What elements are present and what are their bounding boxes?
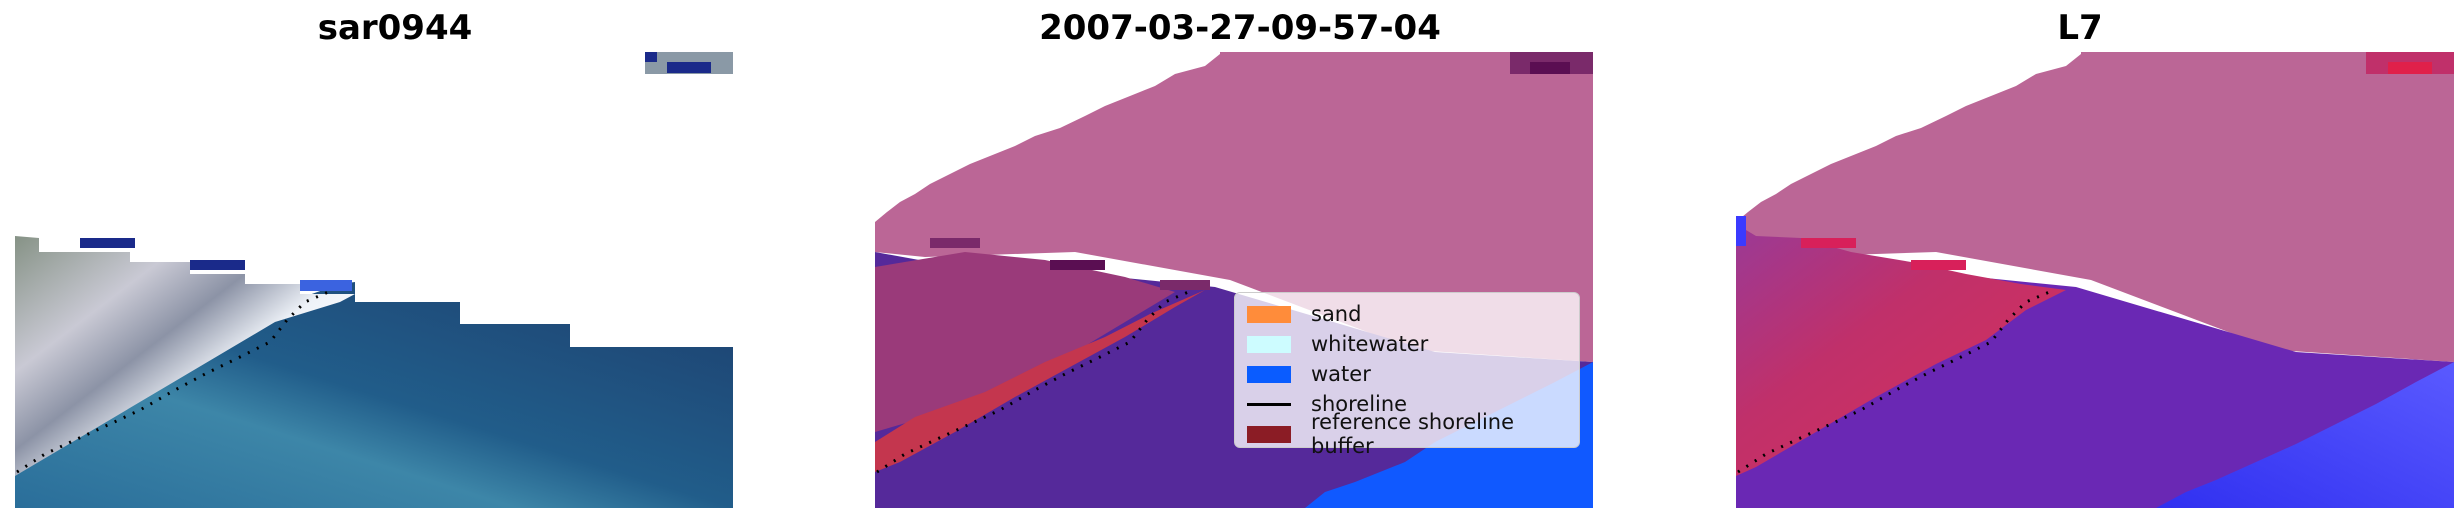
legend-swatch xyxy=(1247,365,1291,383)
legend-item-reference-shoreline-buffer: reference shoreline buffer xyxy=(1247,410,1567,458)
legend-item-shoreline: shoreline xyxy=(1247,389,1567,419)
legend-line xyxy=(1247,402,1291,406)
l7-image xyxy=(1736,52,2454,508)
legend-label: water xyxy=(1311,362,1371,386)
legend: sand whitewater water shoreline referenc… xyxy=(1234,292,1580,458)
panel-classification: 2007-03-27-09-57-04 xyxy=(800,0,1680,523)
legend-swatch xyxy=(1247,335,1291,353)
legend-item-sand: sand xyxy=(1247,299,1567,329)
panel-title: L7 xyxy=(2057,8,2103,48)
legend-label: shoreline xyxy=(1311,392,1408,416)
legend-item-water: water xyxy=(1247,359,1567,389)
panel-rgb: sar0944 xyxy=(0,0,790,523)
legend-label: sand xyxy=(1311,302,1362,326)
legend-swatch xyxy=(1247,305,1291,323)
panel-title: 2007-03-27-09-57-04 xyxy=(1039,8,1441,48)
rgb-image xyxy=(15,52,733,508)
legend-swatch xyxy=(1247,425,1291,443)
legend-item-whitewater: whitewater xyxy=(1247,329,1567,359)
panel-l7: L7 xyxy=(1700,0,2460,523)
panel-title: sar0944 xyxy=(317,8,473,48)
legend-label: reference shoreline buffer xyxy=(1311,410,1515,458)
legend-label: whitewater xyxy=(1311,332,1429,356)
